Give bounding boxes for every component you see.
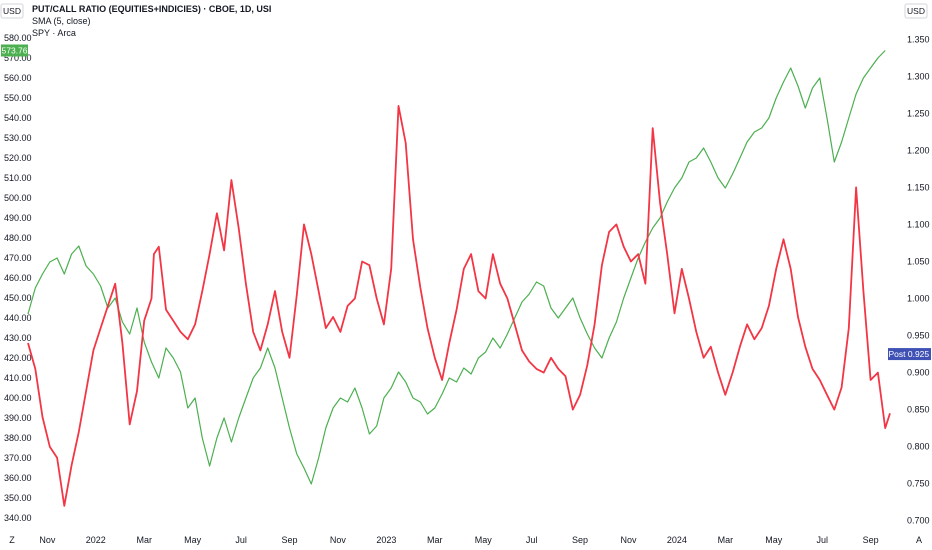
left-axis-tick: 560.00 bbox=[4, 73, 32, 83]
legend-entry-spy[interactable]: SPY · Arca bbox=[32, 28, 76, 38]
price-badges: 573.76 Post 0.925 bbox=[1, 44, 931, 361]
x-axis-label: Jul bbox=[816, 535, 828, 545]
left-axis-tick: 430.00 bbox=[4, 333, 32, 343]
x-axis-label: Jul bbox=[235, 535, 247, 545]
right-axis-tick: 1.150 bbox=[907, 182, 930, 192]
left-axis-tick: 380.00 bbox=[4, 433, 32, 443]
left-axis-tick: 460.00 bbox=[4, 273, 32, 283]
left-price-axis[interactable]: 580.00 570.00 560.00 550.00 540.00 530.00 520.… bbox=[4, 33, 32, 523]
timezone-icon[interactable]: Z bbox=[9, 535, 15, 545]
left-axis-tick: 570.00 bbox=[4, 53, 32, 63]
right-axis-tick: 1.000 bbox=[907, 294, 930, 304]
right-axis-tick: 1.350 bbox=[907, 34, 930, 44]
right-axis-tick: 0.700 bbox=[907, 516, 930, 526]
auto-scale-button[interactable]: A bbox=[916, 535, 922, 545]
x-axis-label: Nov bbox=[330, 535, 347, 545]
spy-series-line[interactable] bbox=[27, 50, 886, 485]
post-market-label: Post bbox=[888, 349, 906, 359]
right-currency-box[interactable] bbox=[904, 3, 928, 19]
x-axis-label: 2022 bbox=[86, 535, 106, 545]
right-axis-tick: 1.300 bbox=[907, 71, 930, 81]
left-currency-label: USD bbox=[3, 6, 21, 16]
time-axis[interactable]: Nov 2022 Mar May Jul Sep Nov 2023 Mar May Jul Sep No… bbox=[39, 535, 878, 545]
left-axis-tick: 420.00 bbox=[4, 353, 32, 363]
left-axis-tick: 520.00 bbox=[4, 153, 32, 163]
right-axis-tick: 0.900 bbox=[907, 368, 930, 378]
left-axis-tick: 480.00 bbox=[4, 233, 32, 243]
x-axis-label: Mar bbox=[718, 535, 734, 545]
left-axis-tick: 490.00 bbox=[4, 213, 32, 223]
right-price-axis[interactable]: 1.350 1.300 1.250 1.200 1.150 1.100 1.050 1.000… bbox=[907, 34, 930, 525]
left-axis-tick: 370.00 bbox=[4, 453, 32, 463]
x-axis-label: Nov bbox=[39, 535, 56, 545]
right-currency-label: USD bbox=[907, 6, 925, 16]
right-axis-tick: 1.100 bbox=[907, 219, 930, 229]
x-axis-label: Nov bbox=[620, 535, 637, 545]
left-axis-tick: 580.00 bbox=[4, 33, 32, 43]
sma-series-line[interactable] bbox=[27, 105, 891, 507]
left-axis-tick: 440.00 bbox=[4, 313, 32, 323]
left-axis-tick: 550.00 bbox=[4, 93, 32, 103]
left-axis-tick: 350.00 bbox=[4, 493, 32, 503]
legend-entry-sma[interactable]: SMA (5, close) bbox=[32, 16, 91, 26]
left-axis-tick: 530.00 bbox=[4, 133, 32, 143]
left-axis-tick: 450.00 bbox=[4, 293, 32, 303]
x-axis-label: Mar bbox=[136, 535, 152, 545]
x-axis-label: 2024 bbox=[667, 535, 687, 545]
x-axis-label: May bbox=[184, 535, 202, 545]
right-axis-tick: 1.200 bbox=[907, 145, 930, 155]
right-axis-tick: 0.750 bbox=[907, 479, 930, 489]
right-axis-tick: 0.800 bbox=[907, 442, 930, 452]
left-currency-box[interactable] bbox=[0, 3, 24, 19]
left-axis-tick: 340.00 bbox=[4, 513, 32, 523]
x-axis-label: 2023 bbox=[376, 535, 396, 545]
sma-last-value-label: 0.925 bbox=[908, 349, 930, 359]
spy-last-price-badge bbox=[1, 44, 28, 57]
sma-last-value-badge bbox=[906, 348, 931, 361]
x-axis-label: Mar bbox=[427, 535, 443, 545]
left-axis-tick: 390.00 bbox=[4, 413, 32, 423]
series-layer bbox=[27, 50, 891, 507]
x-axis-label: Jul bbox=[526, 535, 538, 545]
x-axis-label: Sep bbox=[572, 535, 588, 545]
x-axis-label: Sep bbox=[863, 535, 879, 545]
left-axis-tick: 510.00 bbox=[4, 173, 32, 183]
chart-title: PUT/CALL RATIO (EQUITIES+INDICIES) · CBO… bbox=[32, 4, 271, 14]
left-axis-tick: 500.00 bbox=[4, 193, 32, 203]
x-axis-label: May bbox=[765, 535, 783, 545]
x-axis-label: May bbox=[475, 535, 493, 545]
left-axis-tick: 400.00 bbox=[4, 393, 32, 403]
left-axis-tick: 540.00 bbox=[4, 113, 32, 123]
right-axis-tick: 1.050 bbox=[907, 256, 930, 266]
spy-last-price-label: 573.76 bbox=[2, 45, 28, 55]
left-axis-tick: 410.00 bbox=[4, 373, 32, 383]
x-axis-label: Sep bbox=[281, 535, 297, 545]
right-axis-tick: 0.950 bbox=[907, 331, 930, 341]
right-axis-tick: 0.850 bbox=[907, 405, 930, 415]
right-axis-tick: 1.250 bbox=[907, 108, 930, 118]
left-axis-tick: 470.00 bbox=[4, 253, 32, 263]
left-axis-tick: 360.00 bbox=[4, 473, 32, 483]
post-market-badge bbox=[888, 348, 906, 361]
